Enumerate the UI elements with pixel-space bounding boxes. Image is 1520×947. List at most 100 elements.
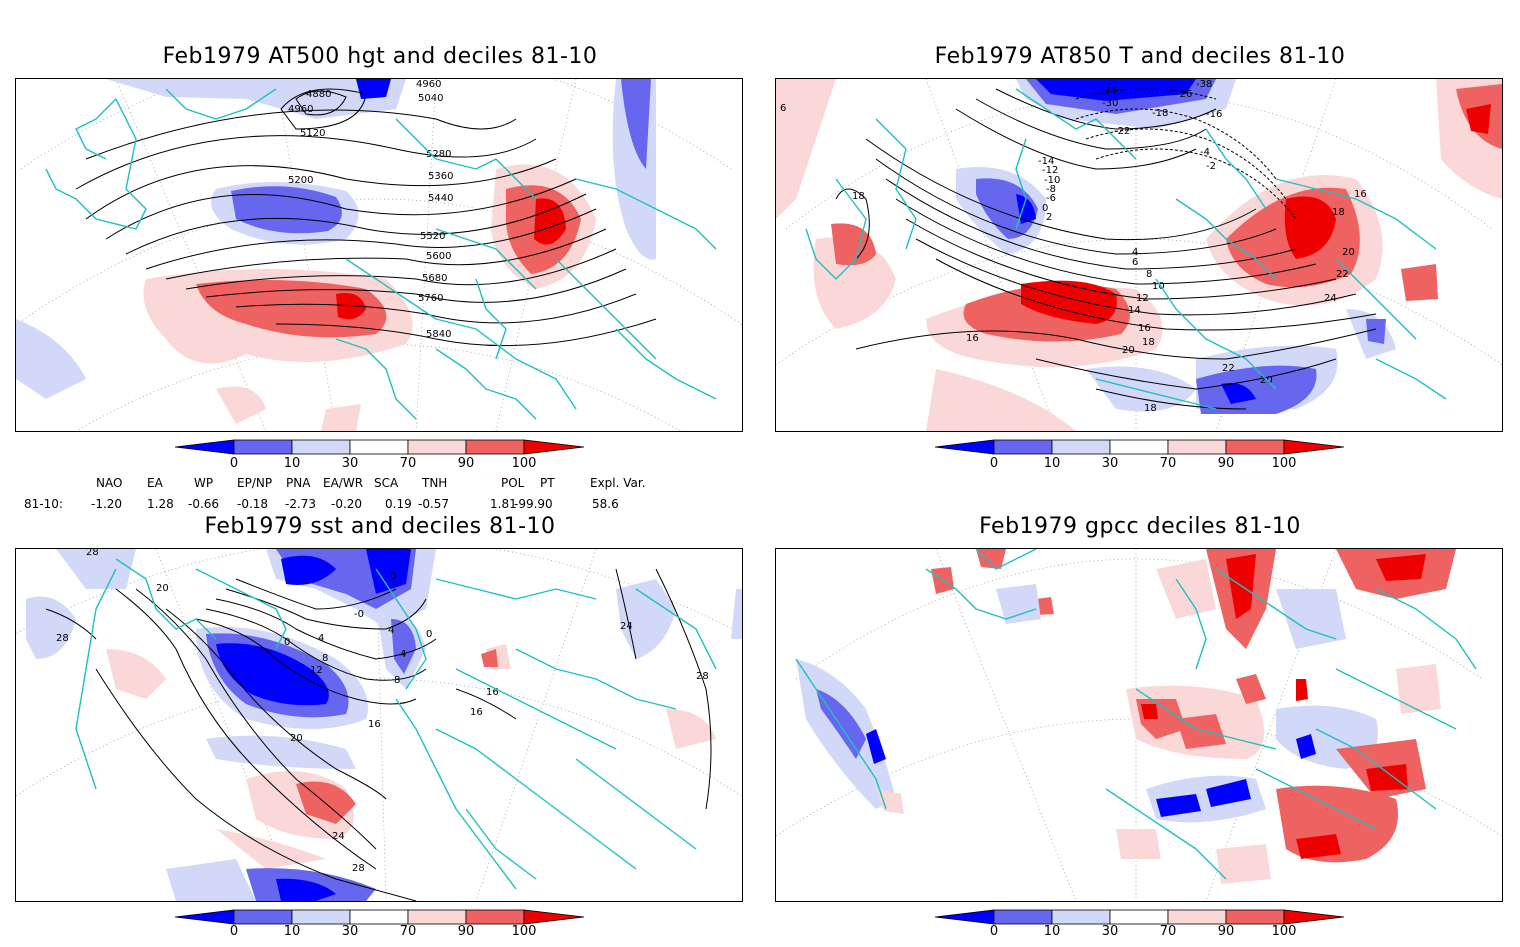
contour-label: 0 — [390, 571, 396, 582]
colorbar-label: 90 — [1217, 456, 1235, 471]
colorbar-sst: 0 10 30 70 90 100 — [174, 907, 585, 947]
colorbar-label: 70 — [399, 924, 417, 939]
contour-label: 5600 — [426, 251, 451, 262]
colorbar-label: 30 — [341, 456, 359, 471]
contour-label: 28 — [696, 671, 709, 682]
map-sst: 28 28 20 0 0 -0 4 8 12 16 20 24 28 24 28… — [15, 548, 743, 902]
contour-label: 5520 — [420, 231, 445, 242]
index-value-tnh: -0.57 — [418, 497, 450, 511]
contour-label: 4960 — [288, 104, 313, 115]
contour-label: -2 — [1206, 161, 1216, 172]
map-hgt500-svg: 4880 4960 4960 5040 5120 5200 5280 5360 … — [16, 79, 742, 431]
index-value-pt: -99.90 — [514, 497, 553, 511]
colorbar-label: 70 — [1159, 456, 1177, 471]
contour-label: -4 — [1200, 147, 1210, 158]
index-value-epnp: -0.18 — [237, 497, 269, 511]
index-header-wp: WP — [194, 476, 214, 490]
contour-label: 12 — [310, 665, 323, 676]
index-value-eawr: -0.20 — [331, 497, 363, 511]
contour-label: -8 — [1046, 184, 1056, 195]
contour-label: 28 — [56, 633, 69, 644]
index-value-wp: -0.66 — [188, 497, 220, 511]
colorbar-label: 90 — [457, 456, 475, 471]
panel-title-hgt500: Feb1979 AT500 hgt and deciles 81-10 — [162, 44, 598, 69]
contour-label: 0 — [426, 629, 432, 640]
index-header-ea: EA — [147, 476, 163, 490]
colorbar-label: 10 — [1043, 456, 1061, 471]
contour-label: -22 — [1114, 126, 1130, 137]
contour-label: 18 — [852, 191, 865, 202]
map-t850-svg: -38 -34 -30 -26 -22 -18 -16 -14 -12 -10 … — [776, 79, 1502, 431]
index-header-pt: PT — [540, 476, 555, 490]
contour-label: 20 — [156, 583, 169, 594]
contour-label: -26 — [1176, 89, 1192, 100]
contour-label: 4 — [1132, 247, 1138, 258]
contour-label: 8 — [1146, 269, 1152, 280]
index-row-label: 81-10: — [24, 497, 63, 511]
contour-label: -0 — [354, 609, 364, 620]
colorbar-label: 30 — [341, 924, 359, 939]
colorbar-label: 0 — [229, 924, 239, 939]
contour-label: -16 — [1206, 109, 1222, 120]
map-gpcc — [775, 548, 1503, 902]
contour-label: 20 — [1342, 247, 1355, 258]
colorbar-label: 90 — [1217, 924, 1235, 939]
contour-label: 16 — [368, 719, 381, 730]
contour-label: 6 — [1132, 257, 1138, 268]
contour-label: 14 — [1128, 305, 1141, 316]
contour-label: -38 — [1196, 79, 1212, 90]
contour-label: -18 — [1152, 108, 1168, 119]
contour-label: 4960 — [416, 79, 441, 90]
contour-label: 5680 — [422, 273, 447, 284]
contour-label: 24 — [620, 621, 633, 632]
index-header-expl-var: Expl. Var. — [590, 476, 646, 490]
index-value-nao: -1.20 — [91, 497, 123, 511]
contour-label: -12 — [1042, 165, 1058, 176]
contour-label: 12 — [1136, 293, 1149, 304]
contour-label: 10 — [1152, 281, 1165, 292]
contour-label: 5840 — [426, 329, 451, 340]
contour-label: 16 — [1138, 323, 1151, 334]
colorbar-ramp — [934, 439, 1345, 455]
contour-label: 18 — [1332, 207, 1345, 218]
colorbar-label: 100 — [1271, 456, 1297, 471]
colorbar-ramp — [174, 439, 585, 455]
contour-label: -30 — [1102, 98, 1118, 109]
colorbar-label: 10 — [283, 456, 301, 471]
index-value-pol: 1.81 — [490, 497, 517, 511]
contour-label: 16 — [1354, 189, 1367, 200]
contour-label: 20 — [1122, 345, 1135, 356]
contour-label: -14 — [1038, 156, 1054, 167]
colorbar-ramp — [174, 909, 585, 925]
panel-title-gpcc: Feb1979 gpcc deciles 81-10 — [979, 514, 1301, 539]
contour-label: 18 — [1144, 403, 1157, 414]
contour-label: 2 — [1046, 212, 1052, 223]
contour-label: 20 — [1260, 375, 1273, 386]
contour-label: 0 — [1042, 203, 1048, 214]
contour-label: 8 — [322, 653, 328, 664]
map-sst-svg: 28 28 20 0 0 -0 4 8 12 16 20 24 28 24 28… — [16, 549, 742, 901]
index-header-epnp: EP/NP — [237, 476, 273, 490]
index-value-ea: 1.28 — [147, 497, 174, 511]
colorbar-t850: 0 10 30 70 90 100 — [934, 437, 1345, 477]
contour-label: 28 — [352, 863, 365, 874]
contour-label: 5040 — [418, 93, 443, 104]
index-header-pna: PNA — [286, 476, 311, 490]
contour-label: -10 — [1044, 175, 1060, 186]
contour-label: 4880 — [306, 89, 331, 100]
contour-label: 5200 — [288, 175, 313, 186]
index-header-eawr: EA/WR — [323, 476, 364, 490]
colorbar-label: 10 — [283, 924, 301, 939]
contour-label: 4 — [388, 625, 394, 636]
colorbar-hgt500: 0 10 30 70 90 100 — [174, 437, 585, 477]
index-value-sca: 0.19 — [385, 497, 412, 511]
contour-label: 5360 — [428, 171, 453, 182]
contour-label: 5760 — [418, 293, 443, 304]
colorbar-label: 100 — [511, 456, 537, 471]
contour-label: 28 — [86, 549, 99, 558]
contour-label: 22 — [1336, 269, 1349, 280]
contour-label: 5120 — [300, 128, 325, 139]
contour-label: -6 — [1046, 193, 1056, 204]
colorbar-label: 70 — [399, 456, 417, 471]
colorbar-ramp — [934, 909, 1345, 925]
